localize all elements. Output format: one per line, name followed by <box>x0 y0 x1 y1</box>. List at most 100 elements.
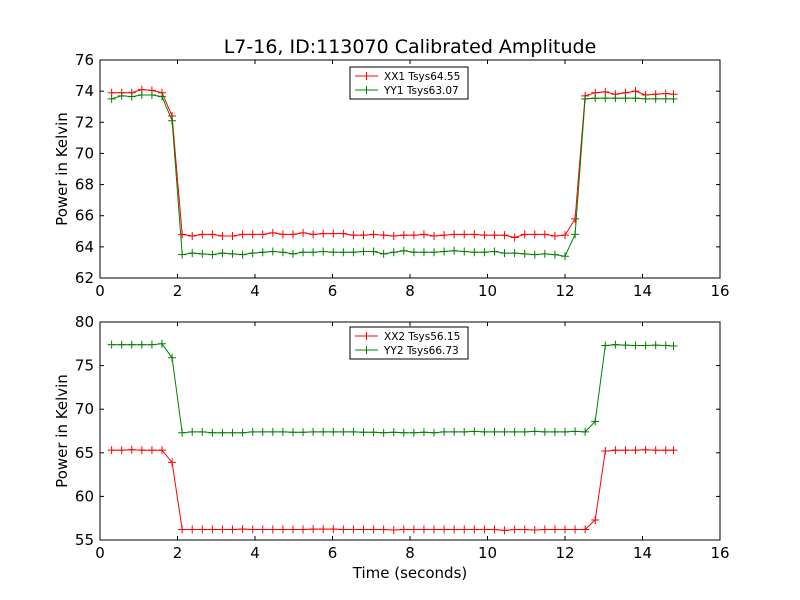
plot1-series-1-point <box>299 228 308 237</box>
plot1-series-2-point <box>500 249 509 258</box>
plot1-series-1-point <box>500 231 509 240</box>
plot2-series-2-point <box>369 428 378 437</box>
plot2-series-1-point <box>127 445 136 454</box>
plot1-series-1-point <box>520 230 529 239</box>
plot2-series-2-point <box>309 427 318 436</box>
plot1-x-tick-label: 2 <box>173 282 183 300</box>
plot1-y-tick-label: 72 <box>75 113 94 131</box>
plot1-series-1-point <box>188 231 197 240</box>
plot1-series-1-point <box>631 87 640 96</box>
plot1-series-1-point <box>248 230 257 239</box>
plot2-y-tick-label: 65 <box>75 444 94 462</box>
plot1-x-tick-label: 6 <box>328 282 338 300</box>
plot2-series-1-point <box>198 525 207 534</box>
plot1-series-1-point <box>309 230 318 239</box>
plot2-legend-swatch-marker <box>362 346 371 354</box>
plot1-series-2-point <box>208 250 217 259</box>
plot2-series-1-point <box>299 525 308 534</box>
plot2-x-tick-label: 12 <box>555 544 574 562</box>
plot1-series-1-point <box>258 230 267 239</box>
plot2-y-tick-label: 80 <box>75 313 94 331</box>
plot1-series-1-point <box>490 231 499 240</box>
plot1-series-2-point <box>188 249 197 258</box>
plot2-series-2-point <box>399 428 408 437</box>
plot1-series-1-point <box>278 230 287 239</box>
plot1-series-2-point <box>339 248 348 257</box>
plot1-y-tick-label: 66 <box>75 207 94 225</box>
plot2-series-1-point <box>530 525 539 534</box>
plot2-series-2-point <box>349 427 358 436</box>
plot1-series-1-point <box>470 230 479 239</box>
plot1-series-2-point <box>309 248 318 257</box>
plot2-series-1-point <box>520 525 529 534</box>
plot1-series-1-point <box>530 230 539 239</box>
plot2-series-1-point <box>409 525 418 534</box>
plot2-series-2-point <box>440 427 449 436</box>
plot2-series-2-point <box>228 428 237 437</box>
plot1-series-2-point <box>359 247 368 256</box>
plot1-series-1-point <box>288 230 297 239</box>
plot2-series-2-point <box>379 428 388 437</box>
plot1-series-2-point <box>520 249 529 258</box>
plot1-series-1-point <box>218 231 227 240</box>
plot2-series-2-point <box>299 428 308 437</box>
plot2-series-1-point <box>561 525 569 534</box>
plot1-series-2-point <box>399 246 408 255</box>
plot2-legend-box <box>349 326 469 360</box>
plot1-series-2-point <box>430 248 439 257</box>
plot2-series-1-point <box>480 525 489 534</box>
plot2-series-2-point <box>319 427 328 436</box>
plot2-series-2-point <box>168 353 177 362</box>
plot1-series-1-point <box>208 230 217 239</box>
plot1-series-1-point <box>359 231 368 240</box>
plot2-series-2-point <box>268 427 277 436</box>
plot2-series-2-point <box>450 427 459 436</box>
plot1-x-tick-label: 8 <box>405 282 415 300</box>
plot2-series-2-point <box>430 428 439 437</box>
plot2-series-1-point <box>339 525 348 534</box>
plot1-series-2-point <box>440 247 449 256</box>
plot1-series-2-point <box>601 94 610 103</box>
plot2-series-1-point <box>669 446 678 455</box>
plot2-x-tick-label: 10 <box>478 544 497 562</box>
plot2-series-1-point <box>631 446 640 455</box>
plot1-legend-entry-2: YY1 Tsys63.07 <box>383 85 459 97</box>
plot2-series-1-point <box>440 525 449 534</box>
plot2-series-1-point <box>208 525 217 534</box>
plot2-series-1-point <box>329 525 338 534</box>
plot1-series-1-point <box>349 231 358 240</box>
plot1-series-1-point <box>379 231 388 240</box>
plot1-series-1-point <box>450 230 459 239</box>
plot2-legend-swatch-marker <box>362 332 371 340</box>
plot1-y-tick-label: 70 <box>75 144 94 162</box>
plot1-series-2-point <box>198 249 207 258</box>
plot2-series-1-point <box>510 525 519 534</box>
plot1-series-2-point <box>480 248 489 257</box>
plot2-series-2-point <box>158 339 166 348</box>
plot1-series-2-point <box>268 247 277 256</box>
plot1-series-1-point <box>419 230 428 239</box>
plot1-series-1-point <box>329 229 338 238</box>
plot2-series-1-point <box>601 447 610 456</box>
plot1-series-1-point <box>319 229 328 238</box>
plot1-legend-box <box>349 66 469 100</box>
plot2-x-tick-label: 2 <box>173 544 183 562</box>
plot2-series-2-point <box>127 340 136 349</box>
plot1-series-1-point <box>440 231 449 240</box>
plot1-series-2-point <box>248 249 257 258</box>
plot2-series-2-point <box>188 427 197 436</box>
plot2-series-1-point <box>621 446 630 455</box>
plot1-series-2-point <box>319 247 328 256</box>
plot2-series-2-point <box>470 427 479 436</box>
plot2-series-2-point <box>238 428 247 437</box>
plot2-series-1-point <box>651 446 660 455</box>
plot2-x-axis-label: Time (seconds) <box>352 564 468 582</box>
plot1-series-2-point <box>107 94 116 103</box>
plot2-series-1-point <box>641 445 650 454</box>
plot2-series-2-point <box>561 427 569 436</box>
plot1-series-1-point <box>178 230 187 239</box>
plot1-series-1-point <box>561 231 569 240</box>
plot2-series-1-point <box>258 525 267 534</box>
plot2-series-1-point <box>581 525 590 534</box>
plot2-series-2-point <box>288 428 297 437</box>
